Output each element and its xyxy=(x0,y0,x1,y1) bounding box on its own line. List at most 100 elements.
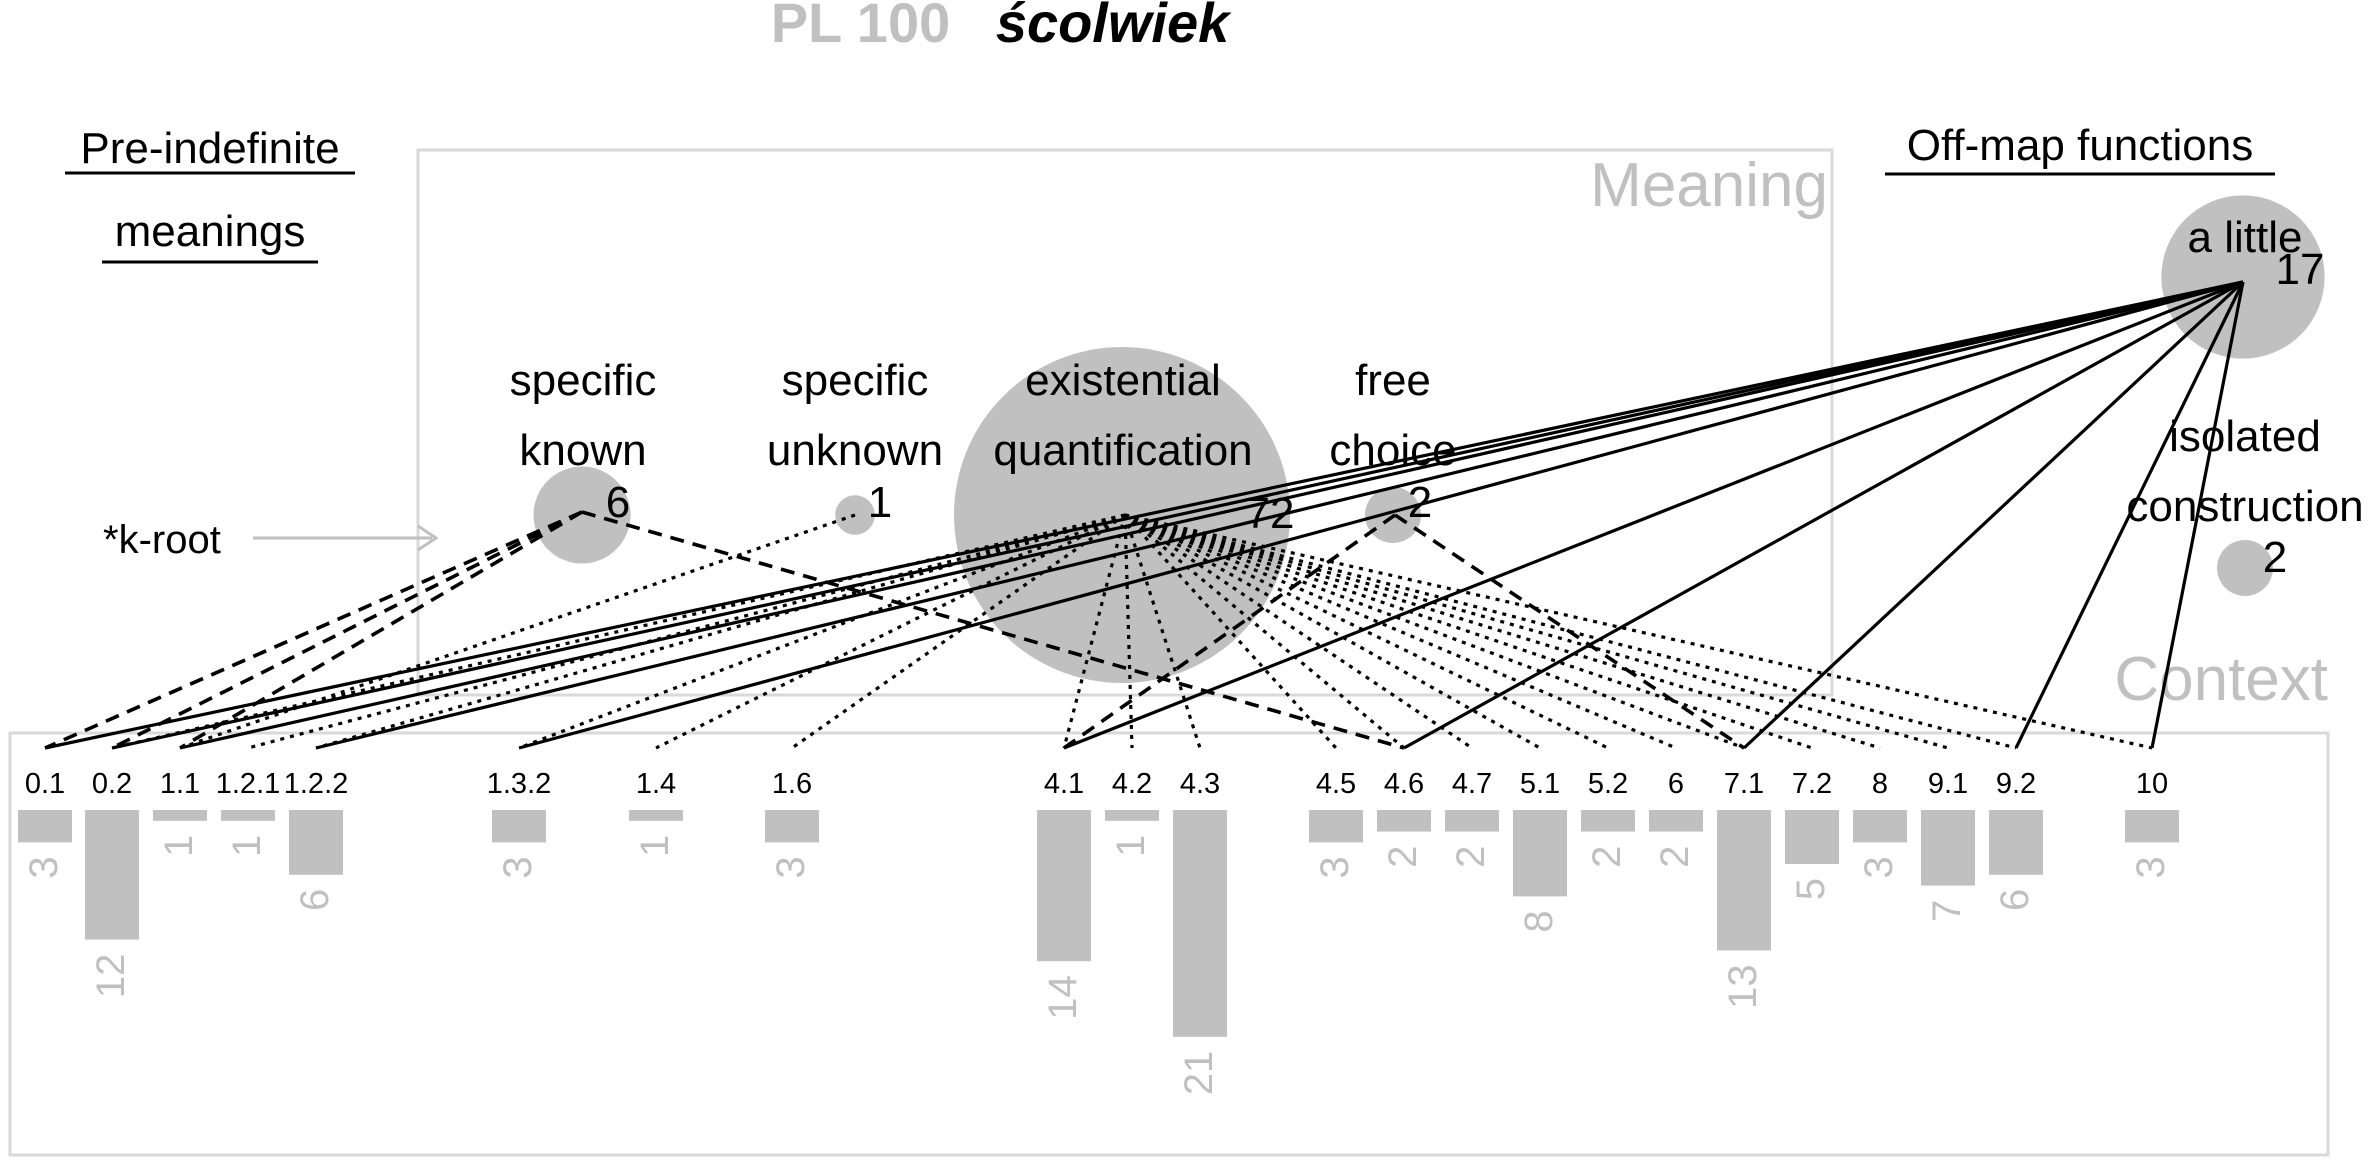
context-value-4.7: 2 xyxy=(1449,846,1493,868)
context-bar-4.2 xyxy=(1105,810,1159,821)
context-frame xyxy=(8,731,2330,1157)
meaning-frame-label: Meaning xyxy=(1590,151,1828,220)
context-value-7.2: 5 xyxy=(1789,878,1833,900)
link-fc-7.1 xyxy=(1394,513,1745,750)
context-value-0.1: 3 xyxy=(22,856,66,878)
diagram-title: PL 100 ścolwiek xyxy=(771,0,1232,54)
meaning-count-fc: 2 xyxy=(1408,478,1432,527)
context-value-5.2: 2 xyxy=(1585,846,1629,868)
context-bar-1.1 xyxy=(153,810,207,821)
context-code-1.3.2: 1.3.2 xyxy=(487,768,552,800)
link-eq-1.2.1 xyxy=(247,513,1126,750)
link-al-7.1 xyxy=(1742,280,2245,750)
title-word: ścolwiek xyxy=(996,0,1232,54)
link-al-0.2 xyxy=(111,280,2244,750)
link-al-1.3.2 xyxy=(518,280,2244,750)
context-code-4.7: 4.7 xyxy=(1452,768,1492,800)
context-code-9.1: 9.1 xyxy=(1928,768,1968,800)
context-code-1.6: 1.6 xyxy=(772,768,812,800)
context-bar-6 xyxy=(1649,810,1703,832)
context-bar-1.2.1 xyxy=(221,810,275,821)
context-frame-label: Context xyxy=(2114,645,2328,714)
meaning-count-eq: 72 xyxy=(1246,489,1295,538)
context-bars: 0.130.2121.111.2.111.2.261.3.231.411.634… xyxy=(18,768,2179,1095)
meaning-label-su-line-2: unknown xyxy=(767,426,943,475)
context-code-1.2.2: 1.2.2 xyxy=(284,768,349,800)
link-eq-1.6 xyxy=(791,513,1126,750)
context-code-10: 10 xyxy=(2136,768,2168,800)
pre-indefinite-heading: Pre-indefinite xyxy=(80,124,339,173)
meaning-circle-sk xyxy=(533,466,631,564)
meaning-label-ic-line-2: construction xyxy=(2126,482,2363,531)
meaning-label-fc-line-1: free xyxy=(1355,356,1431,405)
context-bar-1.6 xyxy=(765,810,819,843)
context-code-1.1: 1.1 xyxy=(160,768,200,800)
context-bar-0.1 xyxy=(18,810,72,843)
context-value-7.1: 13 xyxy=(1721,964,1765,1009)
context-bar-7.2 xyxy=(1785,810,1839,864)
meaning-label-eq-line-2: quantification xyxy=(993,426,1252,475)
context-value-4.2: 1 xyxy=(1109,835,1153,857)
meaning-count-sk: 6 xyxy=(606,478,630,527)
context-bar-9.2 xyxy=(1989,810,2043,875)
link-eq-7.1 xyxy=(1124,513,1745,750)
link-eq-1.3.2 xyxy=(518,513,1126,750)
link-sk-4.6 xyxy=(581,510,1405,750)
link-eq-1.4 xyxy=(655,513,1126,750)
meanings-heading: meanings xyxy=(115,207,306,256)
context-code-4.1: 4.1 xyxy=(1044,768,1084,800)
context-bar-0.2 xyxy=(85,810,139,940)
context-value-1.2.1: 1 xyxy=(225,835,269,857)
context-value-9.2: 6 xyxy=(1993,889,2037,911)
context-value-1.6: 3 xyxy=(769,856,813,878)
link-al-1.2.2 xyxy=(315,280,2244,750)
context-value-4.3: 21 xyxy=(1177,1051,1221,1096)
link-eq-1.2.2 xyxy=(315,513,1126,750)
context-code-8: 8 xyxy=(1872,768,1888,800)
context-code-0.2: 0.2 xyxy=(92,768,132,800)
context-bar-4.3 xyxy=(1173,810,1227,1037)
context-value-0.2: 12 xyxy=(89,954,133,999)
context-code-1.4: 1.4 xyxy=(636,768,676,800)
link-eq-4.3 xyxy=(1123,514,1202,749)
context-value-10: 3 xyxy=(2129,856,2173,878)
context-value-1.2.2: 6 xyxy=(293,889,337,911)
meaning-label-eq-line-1: existential xyxy=(1025,356,1221,405)
link-sk-0.1 xyxy=(44,510,583,750)
context-bar-5.1 xyxy=(1513,810,1567,897)
context-code-6: 6 xyxy=(1668,768,1684,800)
meaning-count-ic: 2 xyxy=(2263,533,2287,582)
link-al-4.6 xyxy=(1403,280,2244,750)
context-code-5.1: 5.1 xyxy=(1520,768,1560,800)
context-bar-4.1 xyxy=(1037,810,1091,962)
meaning-count-al: 17 xyxy=(2276,245,2325,294)
link-al-4.1 xyxy=(1063,280,2244,750)
context-code-7.2: 7.2 xyxy=(1792,768,1832,800)
link-eq-8 xyxy=(1124,513,1881,750)
context-value-5.1: 8 xyxy=(1517,910,1561,932)
context-bar-7.1 xyxy=(1717,810,1771,951)
context-value-6: 2 xyxy=(1653,846,1697,868)
context-code-9.2: 9.2 xyxy=(1996,768,2036,800)
link-sk-0.2 xyxy=(111,510,583,750)
context-bar-8 xyxy=(1853,810,1907,843)
meaning-label-sk-line-2: known xyxy=(519,426,646,475)
context-code-0.1: 0.1 xyxy=(25,768,65,800)
link-eq-4.6 xyxy=(1123,513,1406,750)
off-map-heading: Off-map functions xyxy=(1907,121,2253,170)
meaning-label-ic-line-1: isolated xyxy=(2169,412,2321,461)
link-al-0.1 xyxy=(44,280,2244,750)
link-al-1.1 xyxy=(179,280,2244,750)
meaning-label-sk-line-1: specific xyxy=(510,356,657,405)
meaning-label-al-line-1: a little xyxy=(2188,213,2303,262)
context-bar-10 xyxy=(2125,810,2179,843)
meaning-circle-al xyxy=(2161,195,2325,359)
context-value-9.1: 7 xyxy=(1925,900,1969,922)
link-eq-9.1 xyxy=(1124,513,1949,750)
k-root-arrow-head xyxy=(417,524,439,552)
context-bar-4.5 xyxy=(1309,810,1363,843)
meaning-context-links xyxy=(44,280,2245,750)
context-code-4.2: 4.2 xyxy=(1112,768,1152,800)
